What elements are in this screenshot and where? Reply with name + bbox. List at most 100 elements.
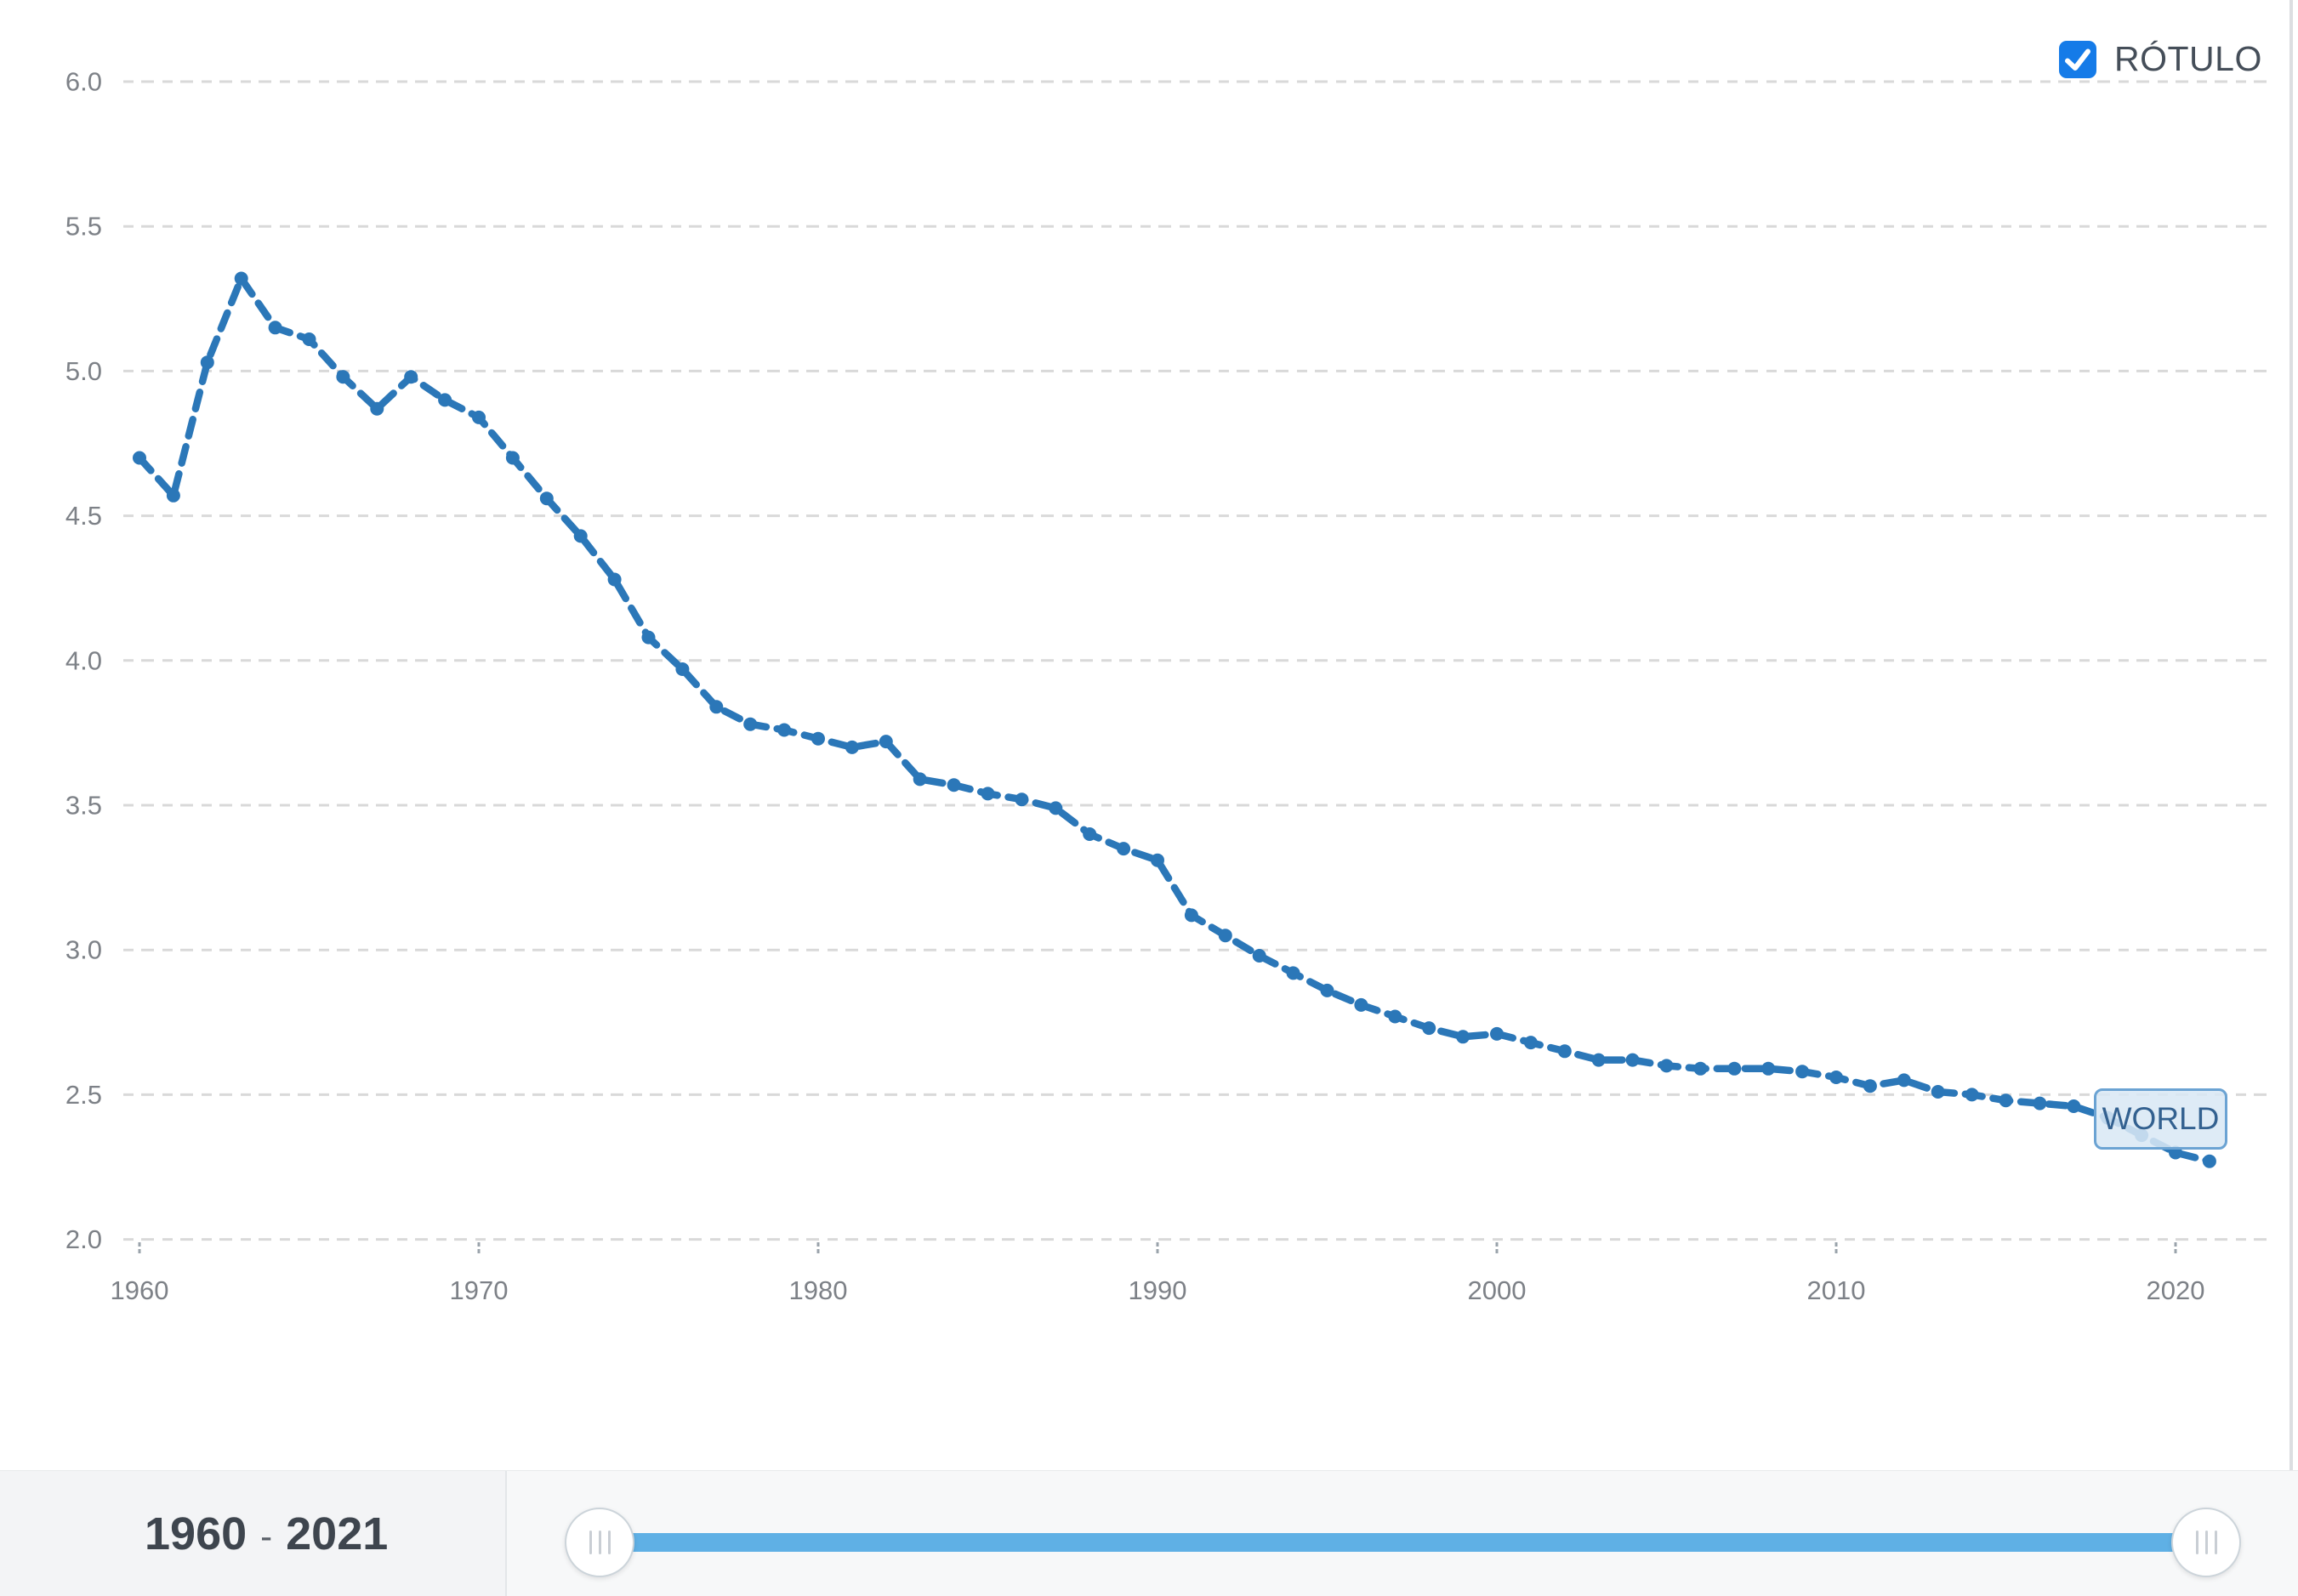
slider-handle-left[interactable]: [565, 1508, 634, 1577]
data-point[interactable]: [1015, 792, 1029, 807]
y-axis-label: 4.0: [65, 645, 102, 675]
y-axis-label: 3.0: [65, 935, 102, 965]
series-label-world[interactable]: WORLD: [2094, 1088, 2227, 1150]
series-line: [135, 275, 2214, 1165]
slider-handle-right[interactable]: [2171, 1508, 2241, 1577]
data-point[interactable]: [1897, 1073, 1911, 1088]
data-point[interactable]: [947, 778, 961, 792]
data-point[interactable]: [879, 735, 893, 749]
x-axis-label: 1980: [789, 1275, 848, 1305]
data-point[interactable]: [1388, 1009, 1402, 1024]
data-point[interactable]: [370, 401, 384, 416]
data-point[interactable]: [1490, 1026, 1504, 1041]
range-bar-divider: [505, 1471, 507, 1596]
data-point[interactable]: [709, 700, 724, 714]
data-point[interactable]: [404, 370, 418, 384]
data-point[interactable]: [1727, 1061, 1742, 1076]
legend-rotulo-toggle[interactable]: RÓTULO: [2059, 39, 2262, 79]
slider-selected-range[interactable]: [600, 1533, 2206, 1552]
grip-icon: [607, 1531, 611, 1554]
data-point[interactable]: [166, 488, 180, 503]
data-point[interactable]: [1829, 1071, 1843, 1084]
data-point[interactable]: [1999, 1093, 2013, 1108]
data-point[interactable]: [2067, 1099, 2081, 1113]
data-point[interactable]: [1591, 1053, 1606, 1067]
legend-label: RÓTULO: [2114, 39, 2262, 78]
data-point[interactable]: [1218, 929, 1232, 943]
data-point[interactable]: [573, 529, 588, 543]
y-axis-label: 6.0: [65, 67, 102, 97]
data-point[interactable]: [268, 321, 282, 335]
data-point[interactable]: [234, 271, 248, 286]
x-axis-label: 1970: [450, 1275, 509, 1305]
gridlines: [123, 80, 2267, 1241]
range-end: 2021: [286, 1508, 389, 1559]
data-point[interactable]: [777, 723, 792, 737]
data-point[interactable]: [607, 572, 622, 587]
grip-icon: [598, 1531, 601, 1554]
checkmark-icon: [2065, 48, 2090, 71]
data-point[interactable]: [1456, 1030, 1470, 1044]
x-axis-label: 2020: [2147, 1275, 2205, 1305]
x-axis-label: 2010: [1807, 1275, 1866, 1305]
data-point[interactable]: [1049, 801, 1063, 815]
data-point[interactable]: [1117, 842, 1131, 856]
data-point[interactable]: [336, 370, 350, 384]
data-point[interactable]: [845, 740, 859, 754]
x-axis-labels: 1960 1970 1980 1990 2000 2010 2020: [111, 1275, 2205, 1305]
y-axis-label: 4.5: [65, 501, 102, 531]
data-point[interactable]: [1184, 908, 1198, 923]
data-point[interactable]: [200, 355, 214, 370]
range-separator: -: [260, 1516, 273, 1557]
data-point[interactable]: [1761, 1061, 1776, 1076]
checkbox-checked-icon[interactable]: [2059, 40, 2096, 78]
data-point[interactable]: [505, 451, 520, 465]
data-point[interactable]: [1965, 1088, 1979, 1102]
data-point[interactable]: [539, 491, 554, 506]
x-axis-ticks: [138, 1242, 2177, 1256]
y-axis-label: 3.5: [65, 791, 102, 821]
y-axis-labels: 2.0 2.5 3.0 3.5 4.0 4.5 5.0 5.5 6.0: [65, 67, 102, 1255]
data-point[interactable]: [811, 731, 825, 746]
range-bar: 1960-2021: [0, 1470, 2298, 1596]
data-point[interactable]: [133, 451, 146, 465]
grip-icon: [2195, 1531, 2198, 1554]
grip-icon: [589, 1531, 592, 1554]
data-point[interactable]: [641, 630, 656, 645]
data-point[interactable]: [913, 772, 927, 787]
data-point[interactable]: [1286, 966, 1300, 980]
data-point[interactable]: [2033, 1096, 2047, 1110]
data-point[interactable]: [1252, 949, 1266, 963]
data-point[interactable]: [1693, 1061, 1708, 1076]
x-axis-label: 1960: [111, 1275, 169, 1305]
scrollbar[interactable]: [2289, 0, 2293, 1596]
data-point[interactable]: [1523, 1036, 1538, 1050]
data-point[interactable]: [1659, 1059, 1674, 1073]
data-point[interactable]: [1151, 853, 1164, 867]
y-axis-label: 5.0: [65, 356, 102, 386]
data-point[interactable]: [981, 787, 995, 801]
data-point[interactable]: [675, 662, 690, 676]
range-label-panel: 1960-2021: [0, 1471, 505, 1596]
grip-icon: [2214, 1531, 2217, 1554]
data-point[interactable]: [1320, 983, 1334, 997]
data-point[interactable]: [1422, 1021, 1436, 1036]
data-point[interactable]: [302, 332, 316, 346]
data-point[interactable]: [1083, 827, 1097, 841]
data-point[interactable]: [743, 717, 758, 731]
data-point[interactable]: [1795, 1065, 1810, 1079]
data-point[interactable]: [1931, 1085, 1945, 1099]
data-point[interactable]: [1625, 1053, 1640, 1067]
x-axis-label: 2000: [1468, 1275, 1527, 1305]
y-axis-label: 5.5: [65, 212, 102, 241]
series-points[interactable]: [133, 271, 2216, 1168]
data-point[interactable]: [1863, 1079, 1877, 1093]
range-label: 1960-2021: [145, 1508, 388, 1560]
data-point[interactable]: [2202, 1154, 2216, 1168]
data-point[interactable]: [1354, 997, 1368, 1012]
data-point[interactable]: [438, 393, 452, 407]
range-start: 1960: [145, 1508, 247, 1559]
data-point[interactable]: [1557, 1044, 1572, 1059]
data-point[interactable]: [472, 410, 486, 424]
